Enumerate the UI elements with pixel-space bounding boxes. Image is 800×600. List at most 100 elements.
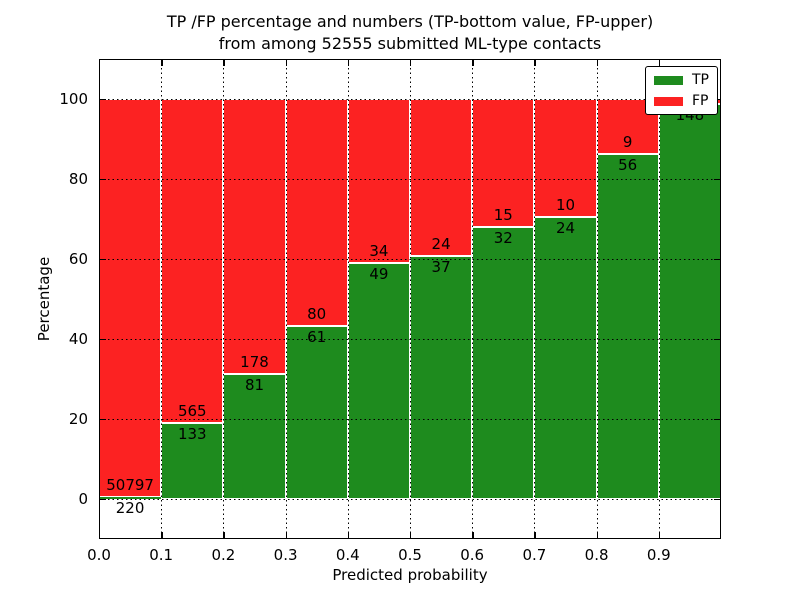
x-tick-mark [347, 532, 350, 539]
x-tick-mark [472, 532, 474, 539]
x-tick-label: 0.5 [398, 546, 422, 564]
chart-title-line2: from among 52555 submitted ML-type conta… [218, 34, 602, 53]
bar-fp-segment [161, 99, 224, 423]
y-tick-label: 20 [68, 410, 88, 428]
x-tick-label: 0.0 [87, 546, 111, 564]
bar-tp-segment [347, 262, 410, 499]
gridline-vertical [347, 59, 349, 539]
y-tick-mark [99, 99, 106, 101]
bar-tp-segment [472, 226, 535, 499]
fp-count-label: 50797 [106, 476, 154, 495]
y-tick-mark [714, 499, 721, 501]
bar-tp-segment [161, 422, 224, 499]
y-axis-label: Percentage [35, 256, 53, 342]
y-tick-label: 100 [59, 90, 88, 108]
gridline-vertical [534, 59, 536, 539]
tp-count-label: 61 [307, 327, 327, 346]
x-tick-label: 0.2 [211, 546, 236, 564]
y-tick-mark [99, 259, 106, 261]
x-tick-mark [285, 532, 287, 539]
legend: TP FP [645, 66, 718, 115]
gridline-horizontal [99, 179, 721, 180]
bar-fp-segment [223, 99, 286, 374]
gridline-horizontal [99, 339, 721, 340]
x-tick-mark [534, 532, 536, 539]
fp-color-swatch [654, 96, 683, 106]
x-tick-mark [223, 532, 225, 539]
fp-count-label: 10 [555, 195, 576, 214]
y-tick-mark [714, 179, 721, 181]
y-tick-mark [99, 339, 106, 341]
fp-count-label: 80 [307, 304, 327, 323]
tp-count-label: 24 [555, 218, 576, 237]
bar-tp-segment [658, 104, 721, 499]
legend-label-tp: TP [692, 72, 709, 88]
x-tick-label: 0.6 [460, 546, 485, 564]
y-tick-mark [714, 339, 721, 341]
bar-tp-segment [99, 497, 162, 499]
gridline-horizontal [99, 499, 721, 500]
tp-count-label: 81 [244, 375, 265, 394]
fp-count-label: 24 [431, 235, 451, 254]
bar-fp-segment [347, 99, 410, 263]
x-tick-label: 0.7 [522, 546, 547, 564]
fp-count-label: 34 [369, 241, 389, 260]
x-tick-mark [658, 532, 661, 539]
bar-tp-segment [410, 256, 473, 499]
x-tick-mark [285, 59, 287, 66]
tp-color-swatch [654, 75, 683, 85]
bar-tp-segment [285, 325, 348, 499]
y-tick-label: 80 [68, 170, 88, 188]
x-tick-mark [161, 59, 163, 66]
legend-item-fp: FP [654, 93, 709, 109]
x-axis-label: Predicted probability [332, 566, 488, 584]
x-tick-mark [410, 59, 412, 66]
tp-count-label: 32 [493, 228, 513, 247]
tp-count-label: 220 [115, 499, 145, 518]
y-tick-label: 0 [78, 490, 88, 508]
gridline-vertical [223, 59, 225, 539]
gridline-vertical [596, 59, 598, 539]
x-tick-label: 0.3 [273, 546, 298, 564]
tp-count-label: 133 [177, 424, 207, 443]
gridline-horizontal [99, 99, 721, 100]
bar-tp-segment [534, 216, 597, 499]
bar-fp-segment [285, 99, 348, 326]
y-tick-label: 40 [68, 330, 88, 348]
y-tick-label: 60 [68, 250, 88, 268]
gridline-horizontal [99, 419, 721, 420]
y-tick-mark [99, 179, 106, 181]
chart-title: TP /FP percentage and numbers (TP-bottom… [99, 11, 721, 55]
x-tick-mark [472, 59, 474, 66]
y-tick-mark [714, 259, 721, 261]
x-tick-mark [223, 59, 225, 66]
y-tick-mark [714, 419, 721, 421]
plot-area: TP FP 50797 220 565 133 178 81 80 61 34 49 24 37 15 3… [99, 59, 721, 539]
bar-tp-segment [596, 154, 659, 499]
tp-count-label: 49 [369, 264, 389, 283]
gridline-vertical [472, 59, 474, 539]
x-tick-mark [161, 532, 163, 539]
x-tick-mark [658, 59, 661, 66]
gridline-vertical [658, 59, 660, 539]
chart-title-line1: TP /FP percentage and numbers (TP-bottom… [166, 12, 654, 31]
legend-label-fp: FP [692, 93, 709, 109]
x-tick-label: 0.9 [646, 546, 671, 564]
fp-count-label: 178 [240, 352, 269, 371]
fp-count-label: 15 [493, 205, 513, 224]
x-tick-mark [596, 59, 598, 66]
x-tick-mark [534, 59, 536, 66]
gridline-vertical [410, 59, 411, 539]
legend-item-tp: TP [654, 72, 709, 88]
bar-fp-segment [99, 99, 162, 498]
gridline-vertical [161, 59, 163, 539]
x-tick-label: 0.8 [584, 546, 609, 564]
x-tick-mark [347, 59, 350, 66]
tp-count-label: 37 [431, 258, 451, 277]
y-tick-mark [99, 419, 106, 421]
x-tick-label: 0.1 [149, 546, 174, 564]
y-tick-mark [99, 499, 106, 501]
fp-count-label: 9 [622, 133, 633, 152]
fp-count-label: 565 [177, 401, 207, 420]
